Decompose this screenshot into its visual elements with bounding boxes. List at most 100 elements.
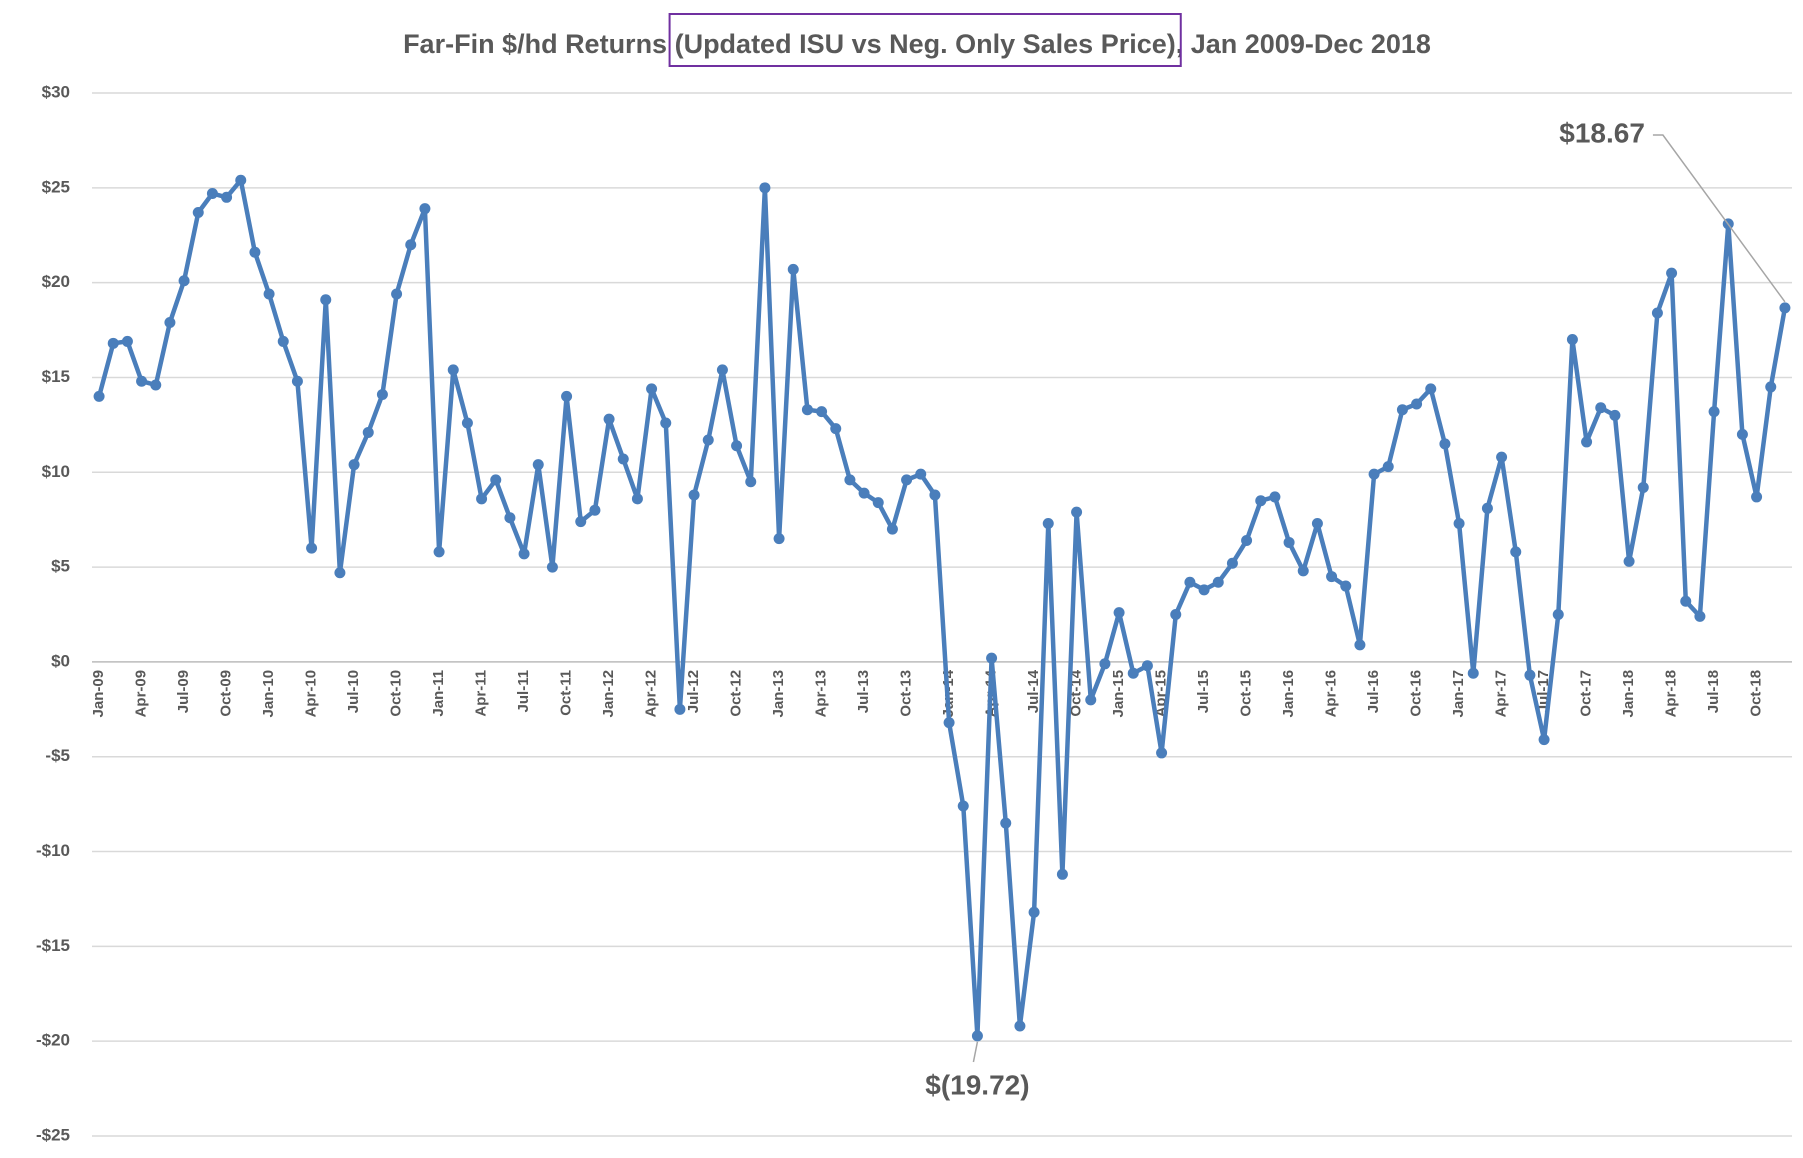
data-point [1779, 302, 1791, 314]
y-tick-label: $5 [51, 557, 70, 576]
x-tick-label: Jan-15 [1110, 670, 1127, 718]
x-tick-label: Jul-15 [1195, 670, 1212, 713]
x-tick-label: Apr-18 [1663, 670, 1680, 718]
data-point [1666, 267, 1678, 279]
x-tick-label: Oct-13 [898, 670, 915, 717]
data-point [1127, 667, 1139, 679]
data-point [858, 487, 870, 499]
data-point [391, 288, 403, 300]
x-tick-label: Jan-09 [90, 670, 107, 718]
data-point [504, 512, 516, 524]
data-point [901, 474, 913, 486]
x-tick-label: Jul-10 [345, 670, 362, 713]
y-tick-label: -$5 [45, 746, 70, 765]
x-tick-label: Jul-11 [515, 670, 532, 713]
y-tick-label: $25 [42, 177, 70, 196]
data-point [702, 434, 714, 446]
x-tick-label: Jul-14 [1025, 669, 1042, 713]
data-point [1014, 1020, 1026, 1032]
data-point [1212, 576, 1224, 588]
annotation: $(19.72) [925, 1069, 1029, 1100]
data-point [1736, 428, 1748, 440]
data-point [1552, 609, 1564, 620]
data-point [1255, 495, 1267, 507]
data-point [1156, 747, 1168, 759]
data-point [830, 423, 842, 435]
data-point [1481, 502, 1493, 514]
x-tick-label: Apr-09 [133, 670, 150, 718]
data-point [136, 375, 148, 387]
data-point [589, 504, 601, 516]
data-point [1581, 436, 1593, 448]
data-point [561, 390, 573, 402]
data-point [263, 288, 275, 300]
data-point [249, 246, 261, 258]
x-tick-label: Oct-12 [728, 670, 745, 717]
data-point [1283, 536, 1295, 548]
data-point [816, 406, 828, 418]
x-tick-label: Oct-11 [558, 670, 575, 716]
x-tick-label: Jan-10 [260, 670, 277, 718]
data-point [1524, 669, 1536, 681]
data-point [348, 459, 360, 471]
data-point [121, 335, 133, 347]
data-point [1651, 307, 1663, 319]
data-point [221, 191, 233, 203]
data-point [433, 546, 445, 558]
annotation: $18.67 [1559, 117, 1645, 148]
data-point [1609, 409, 1621, 421]
data-point [731, 440, 743, 452]
data-point [178, 275, 190, 287]
chart-title: Far-Fin $/hd Returns (Updated ISU vs Neg… [403, 29, 1431, 59]
data-point [716, 364, 728, 376]
data-point [1637, 481, 1649, 493]
data-point [617, 453, 629, 465]
data-point [1439, 438, 1451, 450]
data-point [1311, 517, 1323, 529]
x-tick-label: Apr-12 [643, 670, 660, 718]
data-point [631, 493, 643, 505]
data-point [405, 239, 417, 251]
data-point [291, 375, 303, 387]
x-tick-label: Jul-12 [685, 670, 702, 713]
data-point [164, 316, 176, 328]
data-point [674, 703, 686, 715]
x-tick-label: Jan-11 [430, 670, 447, 717]
data-point [943, 717, 955, 729]
x-tick-label: Apr-13 [813, 670, 830, 718]
data-point [93, 390, 105, 402]
data-point [1694, 610, 1706, 622]
data-point [759, 182, 771, 194]
data-point [915, 468, 927, 480]
data-point [1453, 517, 1465, 529]
data-point [447, 364, 459, 376]
y-tick-label: -$20 [36, 1031, 70, 1050]
data-point [1326, 571, 1338, 583]
data-point [929, 489, 941, 501]
data-point [1708, 406, 1720, 418]
x-tick-label: Apr-11 [473, 670, 490, 717]
x-tick-label: Jan-13 [770, 670, 787, 718]
data-point [107, 337, 119, 349]
y-tick-label: $15 [42, 367, 70, 386]
data-point [1269, 491, 1281, 503]
data-point [787, 263, 799, 275]
data-point [1042, 517, 1054, 529]
data-point [660, 417, 672, 429]
data-point [306, 542, 318, 554]
data-point [603, 413, 615, 425]
data-point [461, 417, 473, 429]
data-point [1425, 383, 1437, 395]
data-point [646, 383, 658, 395]
data-point [957, 800, 969, 812]
data-point [1496, 451, 1508, 463]
x-tick-label: Jul-09 [175, 670, 192, 713]
x-tick-label: Oct-15 [1238, 670, 1255, 717]
leader-line [1652, 134, 1786, 303]
x-tick-label: Jan-12 [600, 670, 617, 718]
data-point [277, 335, 289, 347]
data-point [1000, 817, 1012, 829]
y-tick-label: $30 [42, 82, 70, 101]
x-tick-label: Jul-16 [1365, 670, 1382, 713]
x-tick-label: Oct-16 [1408, 670, 1425, 717]
